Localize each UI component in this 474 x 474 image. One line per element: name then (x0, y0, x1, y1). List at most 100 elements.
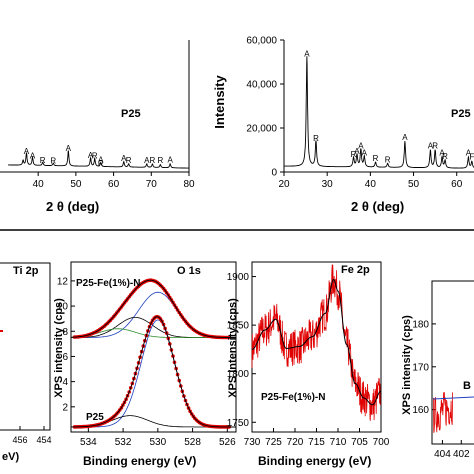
ti2p-x-ticks: 456 454 (12, 426, 52, 445)
x-tick-label: 50 (70, 179, 82, 190)
peak-label: R (373, 154, 379, 163)
y-tick-label: 20,000 (246, 124, 277, 135)
xrd2-x-axis-label: 2 θ (deg) (351, 199, 404, 214)
xrd2-y-axis-label: Intensity (212, 75, 227, 129)
x-tick-label: 532 (115, 437, 132, 448)
peak-label: A (167, 155, 173, 164)
xrd2-x-ticks: 20 30 40 50 60 (278, 172, 463, 190)
o1s-title: O 1s (177, 265, 201, 277)
y-tick-label: 60,000 (246, 36, 277, 47)
ti2p-x-axis-label: eV) (2, 451, 19, 463)
fit-envelope (71, 279, 236, 338)
n1s-plot-frame (431, 280, 474, 445)
x-tick-label: 50 (408, 179, 420, 190)
peak-label: R (157, 156, 163, 165)
x-tick-label: 530 (149, 437, 166, 448)
o1s-y-axis-label: XPS intensity (cps) (53, 298, 65, 398)
peak-label: A (402, 133, 408, 142)
xps-n1s-panel: 404 402 160 170 180 B XPS intensity (cps) (401, 280, 474, 460)
peak-label: R (50, 157, 56, 166)
fe2p-sample-label: P25-Fe(1%)-N (261, 392, 325, 403)
x-tick-label: 70 (146, 179, 158, 190)
x-tick-label: 705 (351, 437, 368, 448)
y-tick-label: 170 (412, 362, 429, 373)
x-tick-label: 402 (453, 449, 470, 460)
o1s-plot-frame (70, 261, 237, 433)
n1s-red-data (432, 392, 453, 433)
xps-fe2p-panel: 730 725 720 715 710 705 700 1750 1800 1850 1900 F… (227, 261, 390, 468)
x-tick-label: 20 (278, 179, 290, 190)
peak-label: A (144, 156, 150, 165)
x-tick-label: 40 (33, 179, 45, 190)
x-tick-label: 456 (12, 435, 27, 445)
n1s-y-ticks: 160 170 180 (412, 319, 436, 416)
y-tick-label: 2 (62, 402, 68, 413)
xrd1-x-axis-label: 2 θ (deg) (46, 199, 99, 214)
fit-envelope (71, 316, 236, 428)
peak-label: R (40, 156, 46, 165)
y-tick-label: 4 (62, 377, 68, 388)
peak-label: A (24, 147, 30, 156)
peak-label: A (358, 142, 364, 151)
peak-label: R (313, 134, 319, 143)
peak-label: A (30, 151, 36, 160)
peak-label: A (439, 149, 445, 158)
peak-label: A (66, 144, 72, 153)
o1s-x-axis-label: Binding energy (eV) (83, 454, 196, 468)
peak-label: A (354, 147, 360, 156)
peak-label: A (466, 148, 472, 157)
x-tick-label: 454 (36, 435, 51, 445)
x-tick-label: 720 (287, 437, 304, 448)
y-tick-label: 6 (62, 352, 68, 363)
o1s-y-ticks: 2 4 6 8 10 12 (57, 276, 75, 413)
y-tick-label: 8 (62, 327, 68, 338)
peak-label: F (469, 153, 474, 162)
x-tick-label: 40 (365, 179, 377, 190)
y-tick-label: 0 (271, 168, 277, 179)
x-tick-label: 725 (265, 437, 282, 448)
x-tick-label: 700 (373, 437, 390, 448)
peak-label: R (351, 150, 357, 159)
peak-label: R (385, 155, 391, 164)
peak-label: R (98, 159, 104, 168)
n1s-series-label: B (463, 380, 471, 392)
fe2p-y-ticks: 1750 1800 1850 1900 (227, 272, 256, 429)
fe2p-y-axis-label: XPS intensity (cps) (227, 298, 239, 398)
peak-label: A (88, 151, 94, 160)
xps-o1s-panel: 534 532 530 528 526 2 4 6 8 10 12 O 1s P25-Fe(1%)… (53, 261, 237, 468)
x-tick-label: 730 (244, 437, 261, 448)
peak-label: R (92, 151, 98, 160)
y-tick-label: 12 (57, 276, 69, 287)
xps-ti2p-panel: Ti 2p 456 454 eV) (0, 262, 52, 463)
o1s-curves (71, 278, 236, 429)
x-tick-label: 60 (451, 179, 463, 190)
peak-label: R (150, 156, 156, 165)
xrd2-pattern-line (284, 56, 474, 169)
y-tick-label: 10 (57, 302, 69, 313)
peak-label: A (304, 49, 310, 58)
peak-label: R (432, 142, 438, 151)
xrd2-sample-label: P25 (451, 108, 471, 120)
x-tick-label: 80 (183, 179, 195, 190)
o1s-series-label-fe: P25-Fe(1%)-N (76, 278, 140, 289)
x-tick-label: 30 (322, 179, 334, 190)
ti2p-plot-frame (0, 262, 51, 431)
xrd1-sample-label: P25 (121, 108, 141, 120)
o1s-series-label-p25: P25 (86, 412, 104, 423)
ti2p-title: Ti 2p (13, 265, 39, 277)
fe2p-fit-line (252, 279, 381, 406)
n1s-x-ticks: 404 402 (434, 440, 470, 460)
y-tick-label: 160 (412, 405, 429, 416)
n1s-blue-baseline (432, 396, 474, 400)
o1s-x-ticks: 534 532 530 528 526 (80, 428, 236, 448)
peak-label: A (428, 142, 434, 151)
y-tick-label: 180 (412, 319, 429, 330)
x-tick-label: 528 (184, 437, 201, 448)
fe2p-title: Fe 2p (341, 264, 370, 276)
peak-label: R (126, 156, 132, 165)
